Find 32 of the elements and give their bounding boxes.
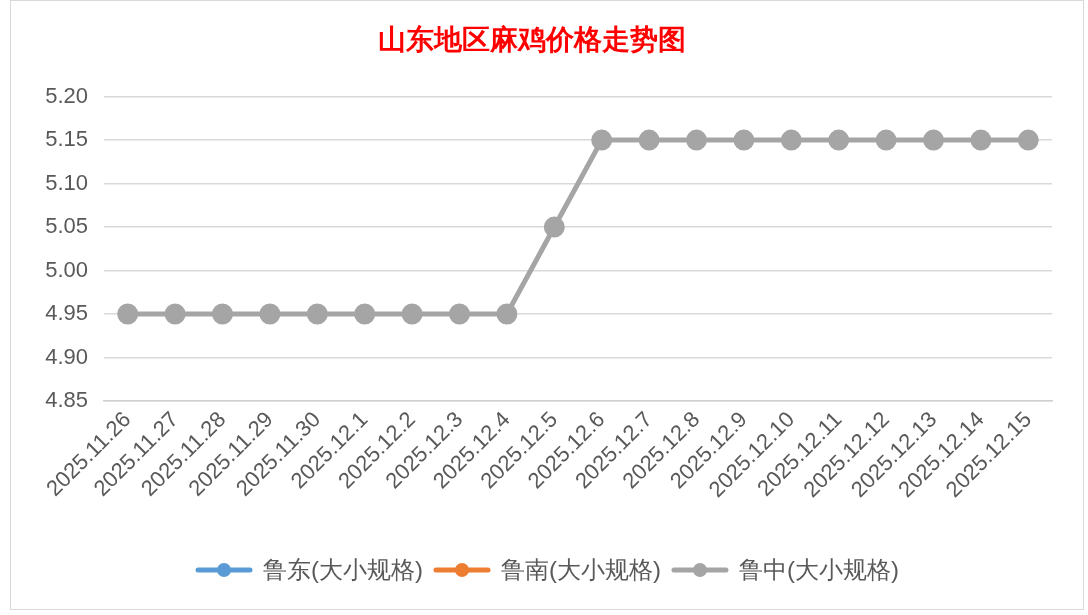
point <box>306 303 328 325</box>
y-tick-label: 5.15 <box>45 126 88 152</box>
point <box>828 129 850 151</box>
legend-label: 鲁中(大小规格) <box>738 555 899 583</box>
point <box>117 303 139 325</box>
point <box>638 129 660 151</box>
y-tick-label: 4.85 <box>45 387 88 413</box>
y-tick-label: 5.05 <box>45 213 88 239</box>
point <box>591 129 613 151</box>
point <box>733 129 755 151</box>
y-tick-label: 5.00 <box>45 256 88 282</box>
point <box>164 303 186 325</box>
point <box>354 303 376 325</box>
point <box>780 129 802 151</box>
point <box>1017 129 1039 151</box>
chart-title: 山东地区麻鸡价格走势图 <box>377 24 686 56</box>
point <box>449 303 470 325</box>
y-tick-label: 5.10 <box>45 169 88 195</box>
point <box>970 129 992 151</box>
legend-label: 鲁南(大小规格) <box>501 555 661 583</box>
y-tick-label: 4.95 <box>45 300 88 326</box>
point <box>212 303 233 325</box>
point <box>686 129 707 151</box>
point <box>259 303 281 325</box>
point <box>496 303 518 325</box>
point <box>543 216 565 238</box>
point <box>401 303 423 325</box>
y-tick-label: 4.90 <box>45 343 88 369</box>
y-tick-label: 5.20 <box>45 82 88 108</box>
legend-label: 鲁东(大小规格) <box>263 555 424 583</box>
point <box>875 129 897 151</box>
point <box>923 129 944 151</box>
